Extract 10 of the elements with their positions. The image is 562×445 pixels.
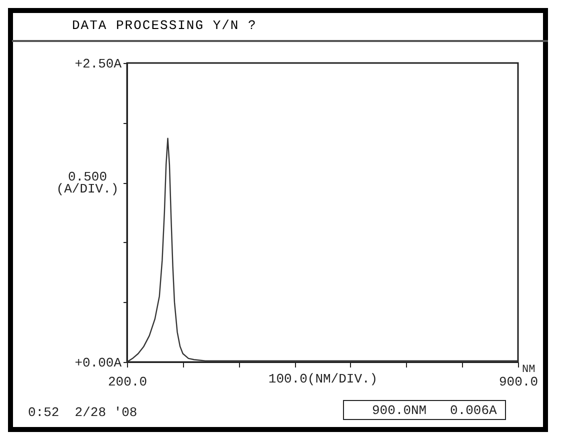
x-tick-label: 200.0 (108, 374, 148, 390)
text: 900.0NM 0.006A (343, 400, 506, 420)
text: 0:52 2/28 '08 (28, 405, 138, 420)
y-tick-label: +2.50A (74, 56, 122, 72)
chart-title: DATA PROCESSING Y/N ? (72, 18, 257, 33)
x-axis-title: 100.0(NM/DIV.) (268, 372, 378, 386)
x-tick-label: 900.0 (498, 374, 538, 390)
y-axis-title: 0.500 (A/DIV.) (56, 170, 119, 196)
text: NM (522, 364, 536, 376)
y-tick-label: +0.00A (74, 356, 122, 370)
